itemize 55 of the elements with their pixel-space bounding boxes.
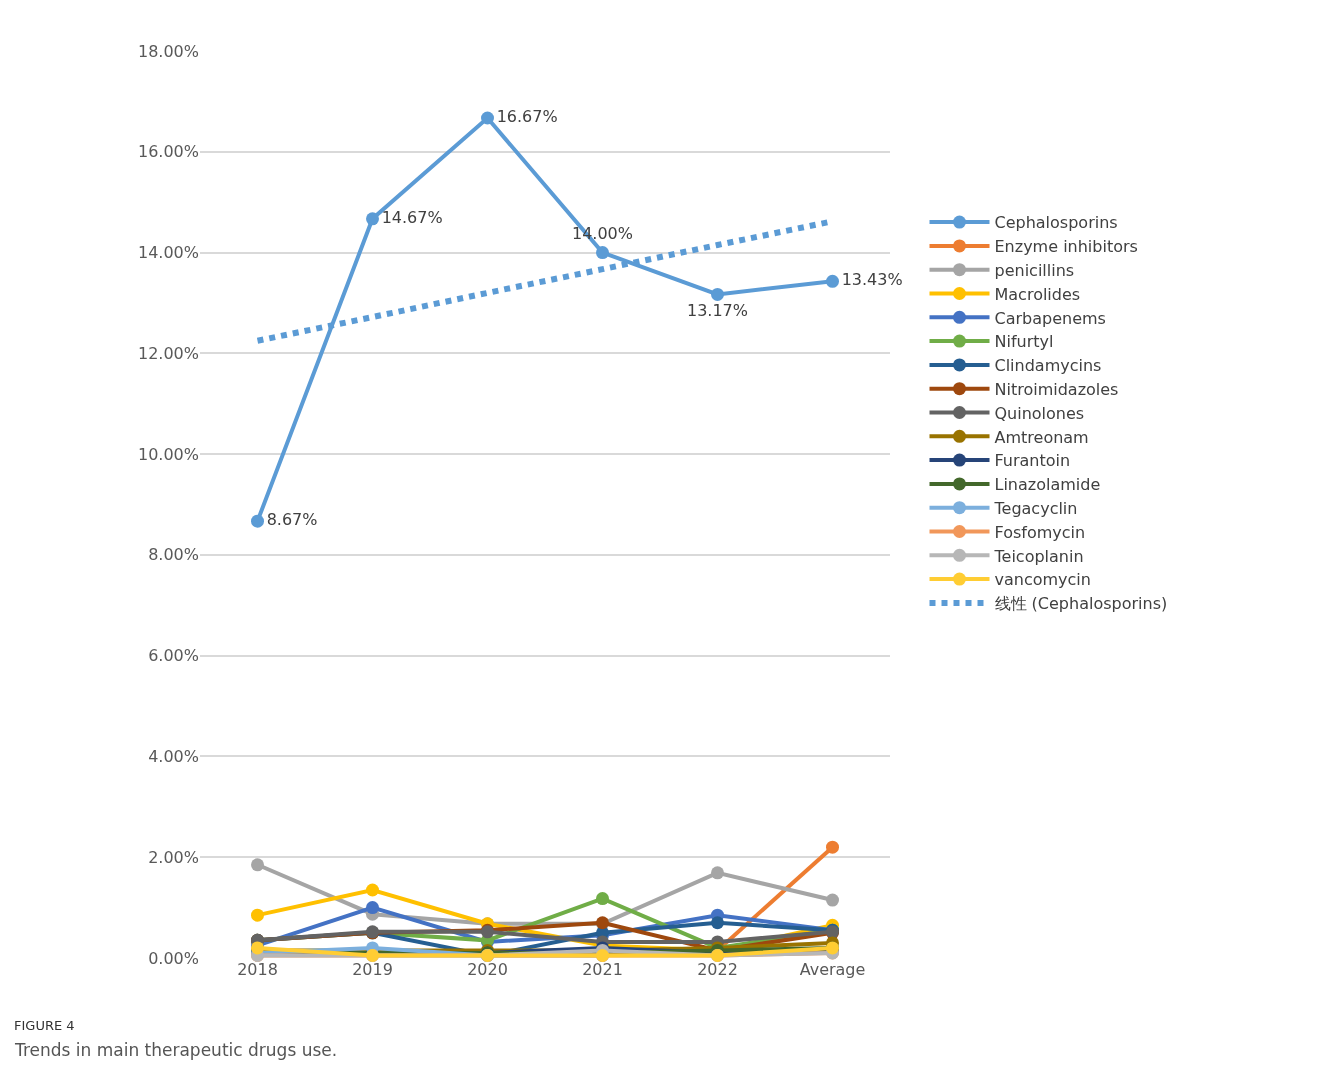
legend-label: Teicoplanin (993, 546, 1084, 566)
point (826, 274, 839, 288)
data-label: 8.67% (266, 510, 318, 530)
point (481, 111, 494, 125)
data-label: 14.67% (381, 207, 443, 227)
caption: FIGURE 4 (14, 1018, 75, 1033)
data-label: 16.67% (496, 107, 558, 127)
point (366, 212, 379, 226)
y-tick-label: 18.00% (137, 41, 199, 61)
x-tick-label: Average (799, 960, 866, 979)
legend-label: Furantoin (994, 451, 1071, 471)
legend-label: Quinolones (994, 403, 1085, 423)
point (251, 858, 264, 872)
point (826, 840, 839, 854)
x-tick-label: 2022 (697, 960, 738, 979)
point (251, 514, 264, 528)
legend-label: penicillins (994, 260, 1075, 280)
y-tick-label: 12.00% (137, 343, 199, 363)
legend-label: Nitroimidazoles (994, 379, 1119, 399)
y-tick-label: 4.00% (148, 747, 199, 767)
x-tick-label: 2018 (237, 960, 278, 979)
y-tick-label: 14.00% (137, 243, 199, 263)
data-label: 13.17% (686, 300, 749, 320)
legend-label: Cephalosporins (994, 213, 1118, 233)
legend-label: Macrolides (994, 284, 1081, 304)
legend-label: 线性 (Cephalosporins) (994, 594, 1168, 614)
legend-label: Tegacyclin (993, 498, 1078, 518)
point (596, 246, 609, 260)
legend-label: vancomycin (994, 570, 1091, 590)
legend-label: Linazolamide (994, 475, 1101, 495)
legend-label: Amtreonam (994, 427, 1089, 447)
legend-label: Nifurtyl (994, 332, 1054, 352)
point (251, 908, 264, 922)
y-tick-label: 2.00% (148, 847, 199, 867)
point (366, 901, 379, 915)
text: Trends in main therapeutic drugs use. (14, 1040, 338, 1060)
point (826, 893, 839, 907)
y-tick-label: 16.00% (137, 142, 199, 162)
y-tick-label: 0.00% (148, 948, 199, 968)
point (711, 287, 724, 301)
legend-label: Fosfomycin (994, 522, 1086, 542)
data-label: 13.43% (841, 270, 903, 290)
x-tick-label: 2020 (467, 960, 508, 979)
point (596, 892, 609, 906)
x-tick-label: 2021 (582, 960, 623, 979)
legend-label: Enzyme inhibitors (994, 237, 1138, 257)
legend-label: Carbapenems (994, 308, 1106, 328)
y-tick-label: 8.00% (148, 545, 199, 565)
point (366, 883, 379, 897)
x-tick-label: 2019 (352, 960, 393, 979)
point (711, 866, 724, 880)
y-tick-label: 10.00% (137, 444, 199, 464)
y-tick-label: 6.00% (148, 646, 199, 666)
legend-label: Clindamycins (994, 356, 1102, 376)
point (711, 916, 724, 930)
